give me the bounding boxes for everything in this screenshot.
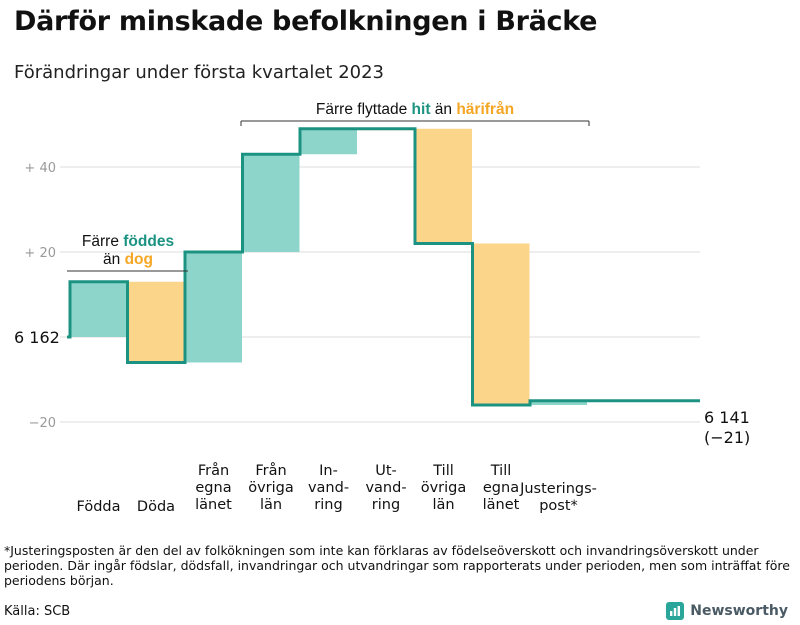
category-label: Födda <box>77 499 121 515</box>
waterfall-chart: + 40+ 20−20 Födda DödaFrånegnalänetFrånöv… <box>14 101 750 515</box>
step-line <box>67 127 700 407</box>
category-label: vand- <box>365 480 406 496</box>
svg-text:än dog: än dog <box>103 251 153 268</box>
births-annotation: Färre föddes än dog <box>67 233 188 272</box>
category-label: länet <box>195 497 232 513</box>
svg-text:Färre föddes: Färre föddes <box>82 233 174 250</box>
category-label: egna <box>483 480 519 496</box>
category-label: Till <box>432 463 454 479</box>
step-line-group <box>67 127 700 407</box>
start-value-label: 6 162 <box>14 328 60 347</box>
bars <box>70 128 587 405</box>
category-label: Ut- <box>375 463 397 479</box>
chart-subtitle: Förändringar under första kvartalet 2023 <box>14 62 385 83</box>
category-label: Justerings- <box>519 481 597 497</box>
category-label: post* <box>539 498 578 514</box>
waterfall-bar <box>530 400 587 405</box>
footnote: *Justeringsposten är den del av folkökni… <box>4 543 790 588</box>
category-label: länet <box>483 497 520 513</box>
waterfall-bar <box>242 154 300 252</box>
waterfall-bar <box>415 128 472 244</box>
waterfall-bar <box>472 243 530 405</box>
category-labels: Födda DödaFrånegnalänetFrånövrigalänIn-va… <box>77 462 597 515</box>
category-label: In- <box>319 463 338 479</box>
category-label: ring <box>314 497 342 513</box>
end-change-label: (−21) <box>704 428 750 447</box>
y-tick-label: + 20 <box>24 246 56 261</box>
newsworthy-logo-icon <box>666 602 685 620</box>
y-tick-label: −20 <box>29 416 56 431</box>
waterfall-bar <box>300 128 357 155</box>
category-label: ring <box>372 497 400 513</box>
waterfall-bar <box>185 252 242 363</box>
y-axis-ticks: + 40 + 20 −20 <box>24 161 56 431</box>
y-tick-label: + 40 <box>24 161 56 176</box>
category-label: övriga <box>248 480 294 496</box>
svg-text:Färre flyttade hit än härifrån: Färre flyttade hit än härifrån <box>316 101 514 118</box>
waterfall-bar <box>127 281 185 363</box>
chart-title: Därför minskade befolkningen i Bräcke <box>14 6 598 37</box>
waterfall-bar <box>70 281 127 337</box>
brand-name: Newsworthy <box>690 603 788 619</box>
category-label: vand- <box>308 480 349 496</box>
category-label: Till <box>490 463 512 479</box>
category-label: Döda <box>137 499 175 515</box>
source-label: Källa: SCB <box>4 604 71 619</box>
category-label: övriga <box>421 480 467 496</box>
brand: Newsworthy <box>666 602 788 620</box>
category-label: Från <box>198 462 229 479</box>
category-label: län <box>432 497 454 513</box>
category-label: län <box>260 497 282 513</box>
category-label: egna <box>195 480 231 496</box>
end-value-label: 6 141 <box>704 408 750 427</box>
migration-annotation: Färre flyttade hit än härifrån <box>240 101 590 126</box>
category-label: Från <box>255 462 286 479</box>
